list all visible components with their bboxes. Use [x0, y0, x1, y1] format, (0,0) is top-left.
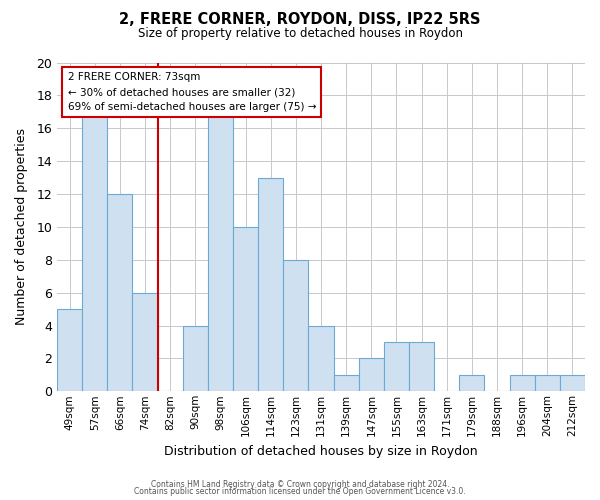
Bar [233, 227, 258, 392]
Text: Contains public sector information licensed under the Open Government Licence v3: Contains public sector information licen… [134, 487, 466, 496]
Bar [409, 342, 434, 392]
Bar [334, 375, 359, 392]
Bar [509, 375, 535, 392]
Bar [384, 342, 409, 392]
Bar [258, 178, 283, 392]
Text: 2 FRERE CORNER: 73sqm
← 30% of detached houses are smaller (32)
69% of semi-deta: 2 FRERE CORNER: 73sqm ← 30% of detached … [68, 72, 316, 112]
Bar [283, 260, 308, 392]
Text: 2, FRERE CORNER, ROYDON, DISS, IP22 5RS: 2, FRERE CORNER, ROYDON, DISS, IP22 5RS [119, 12, 481, 28]
Bar [308, 326, 334, 392]
Bar [133, 292, 158, 392]
Bar [560, 375, 585, 392]
Bar [183, 326, 208, 392]
Text: Size of property relative to detached houses in Roydon: Size of property relative to detached ho… [137, 28, 463, 40]
Bar [57, 309, 82, 392]
X-axis label: Distribution of detached houses by size in Roydon: Distribution of detached houses by size … [164, 444, 478, 458]
Bar [107, 194, 133, 392]
Text: Contains HM Land Registry data © Crown copyright and database right 2024.: Contains HM Land Registry data © Crown c… [151, 480, 449, 489]
Bar [82, 112, 107, 392]
Bar [535, 375, 560, 392]
Bar [359, 358, 384, 392]
Y-axis label: Number of detached properties: Number of detached properties [15, 128, 28, 326]
Bar [208, 112, 233, 392]
Bar [460, 375, 484, 392]
